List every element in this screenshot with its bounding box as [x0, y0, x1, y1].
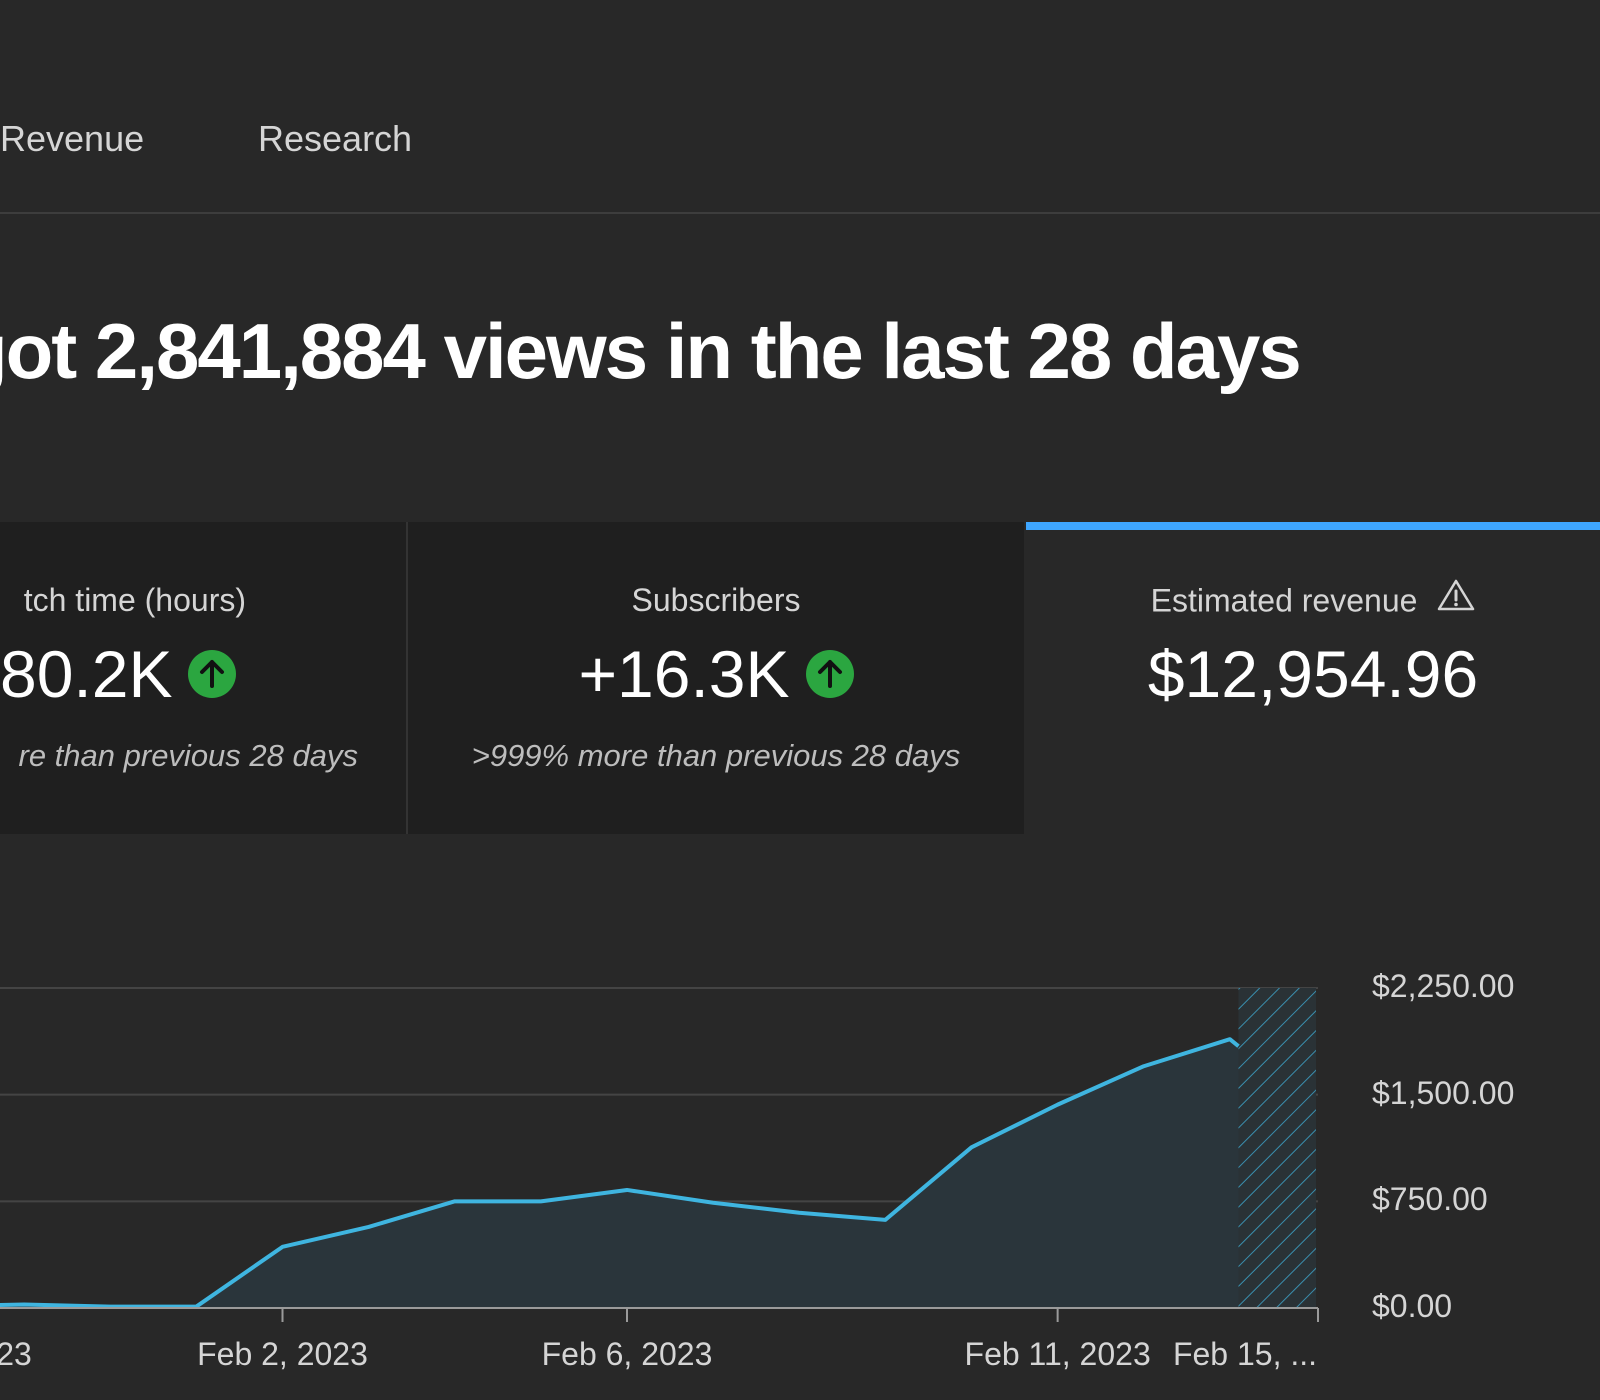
page-headline: got 2,841,884 views in the last 28 days	[0, 307, 1302, 395]
metric-card-watch-time[interactable]: tch time (hours) 80.2K re than previous …	[0, 522, 408, 834]
tabs-divider	[0, 212, 1600, 214]
metric-value: 80.2K	[0, 637, 173, 711]
x-tick-label: Feb 2, 2023	[197, 1336, 368, 1372]
x-tick-label: Feb 11, 2023	[964, 1336, 1151, 1372]
metric-value: $12,954.96	[1147, 637, 1479, 711]
metric-comparison: >999% more than previous 28 days	[471, 738, 961, 773]
tab-revenue[interactable]: Revenue	[0, 118, 145, 159]
metric-title: Estimated revenue	[1150, 582, 1418, 619]
y-tick-label: $2,250.00	[1372, 968, 1515, 1004]
x-tick-label: 23	[0, 1336, 32, 1372]
x-tick-label: Feb 15, ...	[1172, 1336, 1318, 1372]
tab-research[interactable]: Research	[258, 118, 413, 159]
revenue-chart: $2,250.00 $1,500.00 $750.00 $0.00 23 Feb 2, …	[0, 960, 1600, 1400]
y-tick-label: $0.00	[1372, 1288, 1453, 1324]
metric-card-subscribers[interactable]: Subscribers +16.3K >999% more than previ…	[408, 522, 1024, 834]
revenue-series-line	[0, 1037, 1240, 1309]
warning-triangle-icon[interactable]	[1437, 578, 1475, 620]
metric-title: tch time (hours)	[23, 582, 246, 618]
arrow-up-circle-icon	[188, 649, 237, 698]
revenue-chart-svg	[0, 987, 1319, 1322]
metric-value-row: 80.2K	[0, 636, 237, 712]
metric-comparison: re than previous 28 days	[18, 738, 359, 773]
metric-title-row: Estimated revenue	[1026, 579, 1600, 624]
metric-value-row: +16.3K	[408, 636, 1024, 712]
metric-cards: tch time (hours) 80.2K re than previous …	[0, 522, 1600, 834]
metric-title: Subscribers	[631, 582, 801, 618]
y-tick-label: $1,500.00	[1372, 1074, 1515, 1111]
x-tick-label: Feb 6, 2023	[541, 1336, 713, 1372]
arrow-up-circle-icon	[805, 649, 854, 698]
active-card-indicator	[1026, 522, 1600, 530]
chart-area-fill	[0, 1039, 1316, 1308]
metric-value: +16.3K	[578, 637, 790, 711]
incomplete-data-hatch	[1238, 988, 1316, 1308]
metric-card-estimated-revenue[interactable]: Estimated revenue $12,954.96	[1026, 522, 1600, 834]
y-tick-label: $750.00	[1372, 1181, 1488, 1218]
